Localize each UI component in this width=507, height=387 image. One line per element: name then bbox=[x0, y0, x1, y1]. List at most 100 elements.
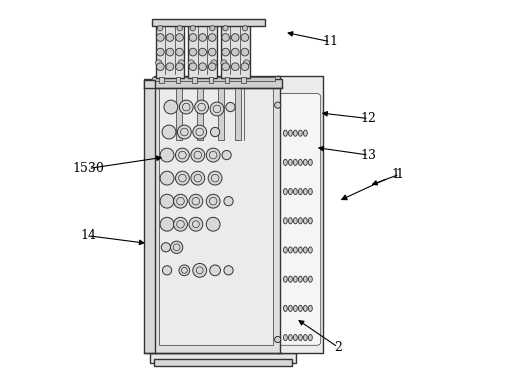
Circle shape bbox=[156, 60, 162, 66]
Circle shape bbox=[166, 48, 174, 56]
Circle shape bbox=[210, 26, 215, 31]
Circle shape bbox=[164, 100, 178, 114]
Ellipse shape bbox=[294, 218, 297, 224]
Ellipse shape bbox=[294, 130, 297, 136]
Circle shape bbox=[176, 34, 184, 41]
Ellipse shape bbox=[283, 218, 287, 224]
Bar bbox=[175, 88, 182, 140]
Ellipse shape bbox=[283, 334, 287, 341]
Circle shape bbox=[241, 63, 249, 70]
Bar bbox=[235, 88, 241, 140]
Circle shape bbox=[206, 148, 220, 162]
Circle shape bbox=[199, 48, 206, 56]
Circle shape bbox=[222, 63, 230, 70]
Bar bbox=[197, 88, 203, 140]
Bar bbox=[154, 76, 280, 353]
Bar bbox=[276, 76, 322, 353]
Ellipse shape bbox=[304, 130, 307, 136]
Circle shape bbox=[160, 194, 174, 208]
Bar bbox=[159, 77, 164, 83]
Circle shape bbox=[157, 63, 164, 70]
Ellipse shape bbox=[283, 305, 287, 312]
Circle shape bbox=[179, 265, 190, 276]
Circle shape bbox=[275, 336, 281, 342]
Ellipse shape bbox=[308, 159, 312, 166]
Circle shape bbox=[158, 26, 163, 31]
Circle shape bbox=[193, 125, 207, 139]
Circle shape bbox=[210, 265, 221, 276]
Ellipse shape bbox=[283, 188, 287, 195]
Ellipse shape bbox=[288, 305, 293, 312]
Circle shape bbox=[178, 60, 185, 66]
Ellipse shape bbox=[294, 159, 297, 166]
Bar bbox=[282, 96, 317, 341]
Ellipse shape bbox=[294, 188, 297, 195]
Circle shape bbox=[161, 243, 170, 252]
Bar bbox=[144, 80, 155, 353]
Circle shape bbox=[211, 60, 217, 66]
Text: 11: 11 bbox=[322, 35, 338, 48]
Circle shape bbox=[175, 148, 189, 162]
Circle shape bbox=[224, 266, 233, 275]
Circle shape bbox=[195, 100, 208, 114]
Ellipse shape bbox=[294, 247, 297, 253]
Circle shape bbox=[191, 171, 205, 185]
Circle shape bbox=[208, 63, 216, 70]
Circle shape bbox=[206, 194, 220, 208]
Circle shape bbox=[199, 34, 206, 41]
Ellipse shape bbox=[288, 334, 293, 341]
Bar bbox=[192, 77, 197, 83]
Ellipse shape bbox=[299, 276, 302, 282]
Bar bbox=[156, 22, 185, 78]
Ellipse shape bbox=[304, 188, 307, 195]
Bar bbox=[241, 77, 246, 83]
Circle shape bbox=[177, 26, 183, 31]
Circle shape bbox=[189, 48, 197, 56]
Text: 12: 12 bbox=[361, 112, 377, 125]
FancyBboxPatch shape bbox=[278, 94, 321, 345]
Circle shape bbox=[231, 63, 239, 70]
Ellipse shape bbox=[304, 305, 307, 312]
Ellipse shape bbox=[299, 188, 302, 195]
Ellipse shape bbox=[304, 159, 307, 166]
Circle shape bbox=[243, 60, 249, 66]
Bar bbox=[159, 84, 273, 345]
Bar bbox=[221, 22, 249, 78]
Circle shape bbox=[177, 125, 191, 139]
Ellipse shape bbox=[294, 334, 297, 341]
Circle shape bbox=[189, 217, 203, 231]
Ellipse shape bbox=[288, 159, 293, 166]
Circle shape bbox=[170, 241, 183, 253]
Ellipse shape bbox=[288, 218, 293, 224]
Circle shape bbox=[208, 34, 216, 41]
Ellipse shape bbox=[294, 276, 297, 282]
Ellipse shape bbox=[299, 218, 302, 224]
Circle shape bbox=[222, 48, 230, 56]
Ellipse shape bbox=[283, 159, 287, 166]
Circle shape bbox=[206, 217, 220, 231]
Circle shape bbox=[173, 217, 188, 231]
Bar bbox=[150, 353, 296, 363]
Circle shape bbox=[231, 48, 239, 56]
Ellipse shape bbox=[308, 334, 312, 341]
Circle shape bbox=[160, 217, 174, 231]
Circle shape bbox=[226, 103, 235, 112]
Circle shape bbox=[199, 63, 206, 70]
Circle shape bbox=[162, 266, 172, 275]
Circle shape bbox=[175, 171, 189, 185]
Ellipse shape bbox=[304, 247, 307, 253]
Text: 1530: 1530 bbox=[73, 162, 104, 175]
Circle shape bbox=[190, 26, 196, 31]
Bar bbox=[208, 77, 213, 83]
Circle shape bbox=[210, 102, 224, 116]
Circle shape bbox=[191, 148, 205, 162]
Ellipse shape bbox=[308, 276, 312, 282]
Ellipse shape bbox=[294, 305, 297, 312]
Ellipse shape bbox=[283, 276, 287, 282]
Circle shape bbox=[160, 171, 174, 185]
Circle shape bbox=[179, 100, 193, 114]
Circle shape bbox=[222, 151, 231, 160]
Circle shape bbox=[221, 60, 227, 66]
Ellipse shape bbox=[283, 247, 287, 253]
Circle shape bbox=[176, 48, 184, 56]
